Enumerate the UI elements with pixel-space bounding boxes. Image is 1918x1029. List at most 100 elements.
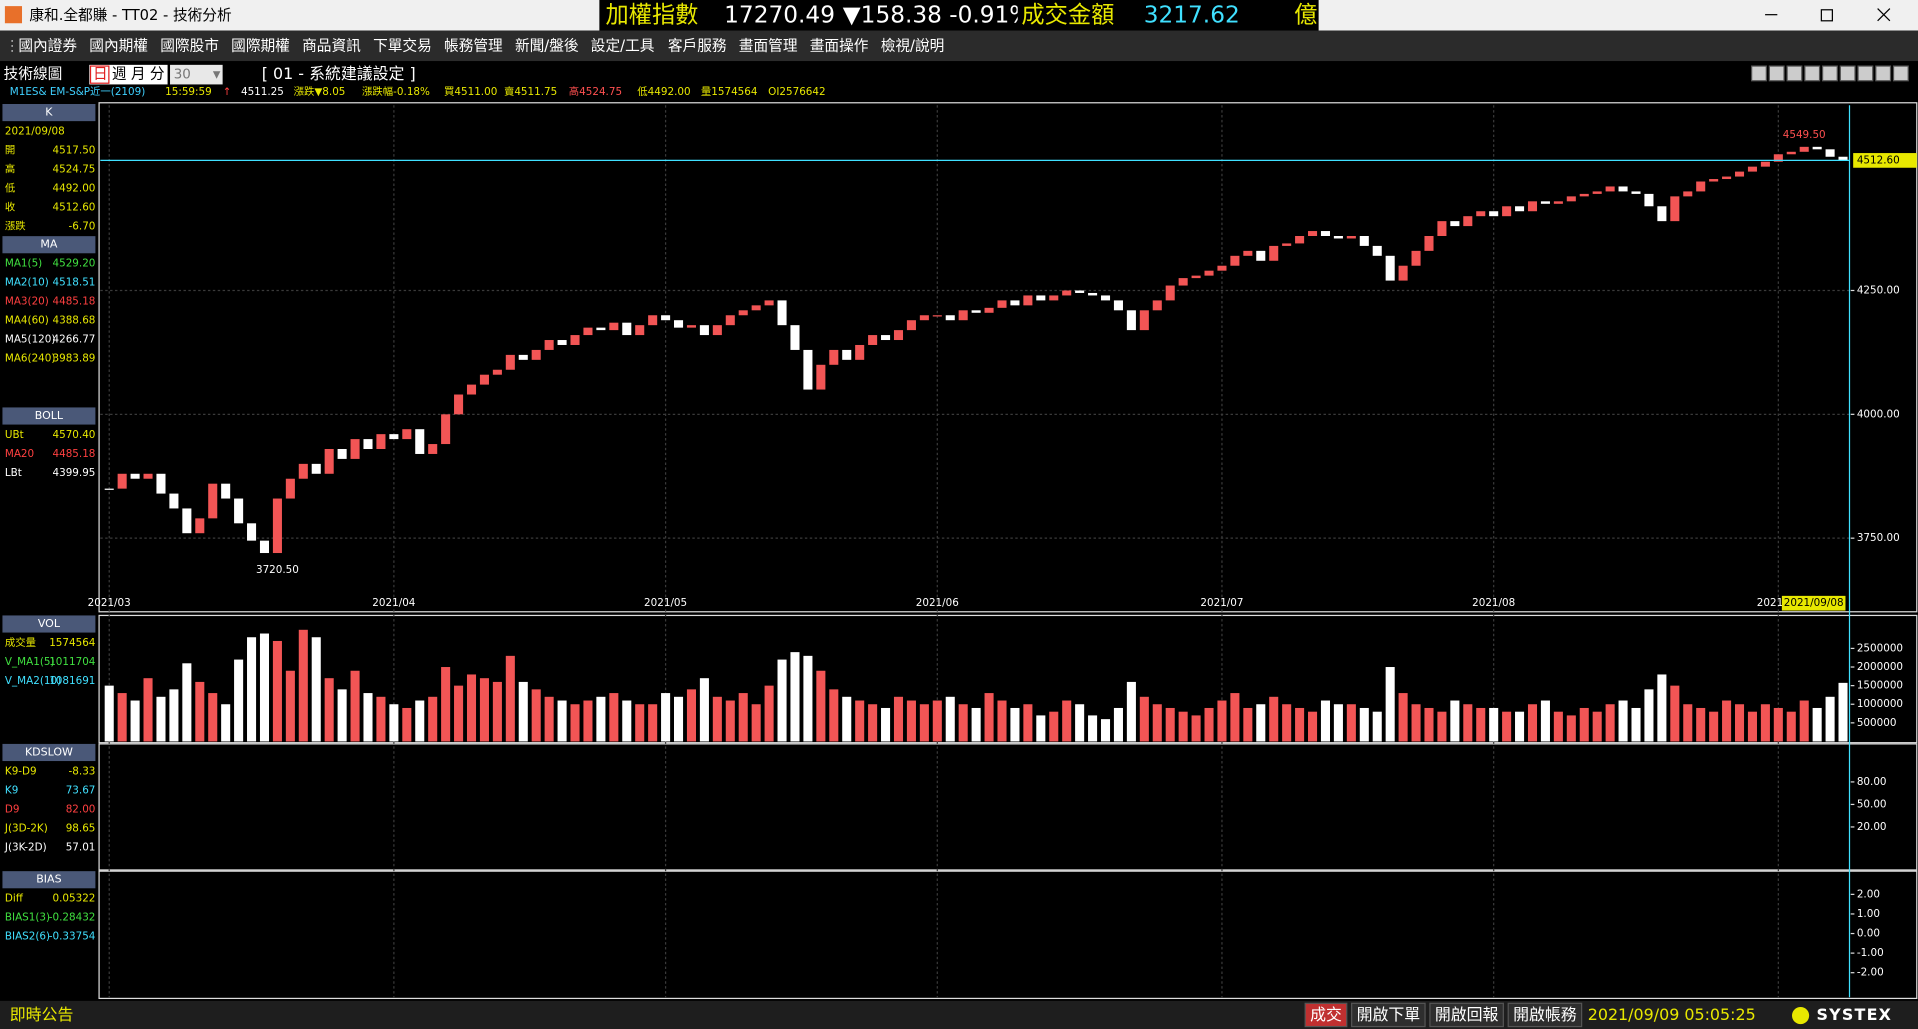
candle [428,444,438,454]
menu-item[interactable]: 檢視/說明 [881,37,945,54]
volume-bar [363,693,373,742]
tool-button[interactable] [1892,65,1909,82]
volume-bar [1062,700,1072,742]
volume-bar [1540,700,1550,742]
status-button-label[interactable]: 開啟下單 [1357,1005,1421,1024]
candle [945,315,955,321]
candle [1398,265,1408,281]
status-button-label[interactable]: 開啟回報 [1435,1005,1499,1024]
amount-value: 3217.62 [1144,1,1240,28]
quote-field: OI2576642 [768,86,825,98]
dropdown-arrow[interactable]: ▼ [213,70,221,81]
volume-bar [1799,700,1809,742]
volume-bar [402,707,412,742]
candle [1450,221,1460,227]
menu-item[interactable]: 客戶服務 [668,37,727,54]
volume-bar [635,704,645,742]
indicator-value: 0.05322 [53,893,96,905]
status-button[interactable] [1351,1002,1426,1028]
candle [699,325,709,336]
candle [350,439,360,459]
candle [932,315,942,317]
status-button-label[interactable]: 開啟帳務 [1513,1005,1577,1024]
menu-item[interactable]: 國際股市 [160,37,219,54]
volume-bar [1502,711,1512,742]
volume-bar [1709,711,1719,742]
interval-value[interactable]: 30 [174,68,191,83]
tool-button[interactable] [1786,65,1803,82]
period-tab[interactable]: 日 [93,66,108,83]
volume-bar [1088,715,1098,742]
status-button[interactable] [1429,1002,1504,1028]
interval-select[interactable] [170,64,223,85]
panel-header-label: KDSLOW [25,745,73,758]
volume-bar [881,707,891,742]
menu-item[interactable]: 國際期權 [231,37,290,54]
indicator-value: 82.00 [66,803,96,815]
menu-item[interactable]: 畫面操作 [810,37,869,54]
volume-bar [1463,704,1473,742]
extreme-label: 3720.50 [256,564,299,576]
menu-item[interactable]: 設定/工具 [591,37,655,54]
tool-button[interactable] [1768,65,1785,82]
volume-bar [104,685,114,742]
indicator-value: 4512.60 [53,201,96,213]
volume-bar [1566,715,1576,742]
period-tab[interactable]: 週 [112,66,127,83]
menu-item[interactable]: 國內證券 [18,37,77,54]
candle [1062,290,1072,296]
indicator-label: Diff [5,893,24,905]
last-price-box [1853,153,1917,168]
panel-header-label: VOL [38,617,61,630]
volume-bar [1191,715,1201,742]
volume-bar [1346,704,1356,742]
tool-button[interactable] [1839,65,1856,82]
volume-bar [557,700,567,742]
menu-item[interactable]: 下單交易 [373,36,432,54]
period-tab[interactable]: 分 [150,66,165,83]
window-controls[interactable] [1765,8,1891,22]
candle [376,434,386,450]
tool-button[interactable] [1804,65,1821,82]
volume-bar [285,670,295,742]
menu-item[interactable]: 帳務管理 [444,37,503,54]
menu-item[interactable]: 畫面管理 [739,37,798,54]
volume-bar [712,696,722,742]
candle [1709,179,1719,182]
volume-bar [868,704,878,742]
candle [505,354,515,370]
menu-item[interactable]: 新聞/盤後 [515,37,579,54]
tool-button[interactable] [1751,65,1767,82]
candle [777,300,787,326]
volume-bar [1411,704,1421,742]
menu-item[interactable]: 商品資訊 [302,37,361,54]
quote-field: 低4492.00 [637,85,690,98]
volume-bar [1683,704,1693,742]
period-tab[interactable]: 月 [131,66,146,83]
volume-bar [1773,707,1783,742]
indicator-label: BIAS1(3) [5,912,50,924]
candle [1657,206,1667,222]
y-tick-label: 20.00 [1857,821,1887,833]
candle [234,498,244,524]
ticker-label: 加權指數 [605,1,698,28]
indicator-value: 4529.20 [53,258,96,270]
status-button[interactable] [1304,1002,1348,1028]
status-button-label[interactable]: 成交 [1310,1005,1342,1024]
volume-bar [1204,707,1214,742]
menu-grip: ⋮ [5,37,20,54]
tool-button[interactable] [1857,65,1874,82]
volume-bar [1579,707,1589,742]
x-tick-label: 2021/08 [1472,597,1515,609]
tool-button[interactable] [1821,65,1838,82]
notice[interactable]: 即時公告 [10,1005,74,1024]
tool-button[interactable] [1875,65,1892,82]
candle [1243,250,1253,256]
candle [272,498,282,554]
brand: SYSTEX [1816,1005,1892,1024]
menu-item[interactable]: 國內期權 [89,37,148,54]
ticker-box [599,0,1319,31]
ticker-change: ▼158.38 [843,1,942,28]
y-tick-label: 1000000 [1857,698,1903,710]
status-button[interactable] [1507,1002,1583,1028]
